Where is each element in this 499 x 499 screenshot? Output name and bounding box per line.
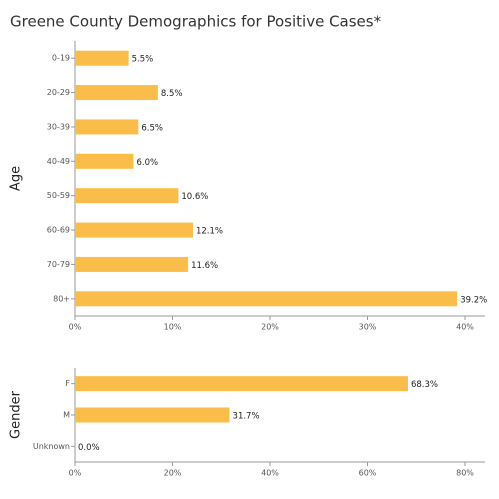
bar bbox=[75, 222, 193, 238]
y-tick-label: M bbox=[63, 411, 70, 420]
y-tick-label: 20-29 bbox=[47, 88, 70, 97]
bar bbox=[75, 153, 134, 169]
value-label: 68.3% bbox=[411, 380, 438, 390]
x-tick-label: 80% bbox=[456, 469, 474, 478]
y-tick-label: 80+ bbox=[53, 294, 70, 303]
y-axis-label: Age bbox=[9, 166, 24, 191]
value-label: 6.0% bbox=[137, 158, 159, 168]
x-tick-label: 10% bbox=[164, 323, 182, 332]
y-tick-label: 50-59 bbox=[47, 191, 70, 200]
bar bbox=[75, 119, 139, 135]
y-tick-label: 40-49 bbox=[47, 157, 70, 166]
y-axis-label: Gender bbox=[9, 390, 24, 439]
chart-title: Greene County Demographics for Positive … bbox=[10, 13, 382, 31]
x-tick-label: 40% bbox=[261, 469, 279, 478]
value-label: 8.5% bbox=[161, 89, 183, 99]
bar bbox=[75, 50, 129, 66]
x-tick-label: 40% bbox=[456, 323, 474, 332]
bar bbox=[75, 407, 230, 423]
bar bbox=[75, 291, 458, 307]
value-label: 12.1% bbox=[196, 227, 223, 237]
value-label: 31.7% bbox=[233, 412, 260, 422]
value-label: 39.2% bbox=[460, 295, 487, 305]
x-tick-label: 20% bbox=[164, 469, 182, 478]
x-tick-label: 0% bbox=[69, 469, 82, 478]
y-tick-label: 0-19 bbox=[52, 54, 70, 63]
bar bbox=[75, 188, 179, 204]
x-tick-label: 20% bbox=[261, 323, 279, 332]
value-label: 6.5% bbox=[141, 123, 163, 133]
value-label: 0.0% bbox=[78, 443, 100, 453]
value-label: 10.6% bbox=[181, 192, 208, 202]
y-tick-label: 60-69 bbox=[47, 226, 70, 235]
bar bbox=[75, 376, 408, 392]
value-label: 5.5% bbox=[132, 55, 154, 65]
bar bbox=[75, 85, 158, 101]
x-tick-label: 60% bbox=[359, 469, 377, 478]
y-tick-label: 30-39 bbox=[47, 122, 70, 131]
bar bbox=[75, 256, 189, 272]
value-label: 11.6% bbox=[191, 261, 218, 271]
y-tick-label: 70-79 bbox=[47, 260, 70, 269]
x-tick-label: 0% bbox=[69, 323, 82, 332]
y-tick-label: F bbox=[65, 379, 70, 388]
x-tick-label: 30% bbox=[359, 323, 377, 332]
y-tick-label: Unknown bbox=[33, 442, 70, 451]
